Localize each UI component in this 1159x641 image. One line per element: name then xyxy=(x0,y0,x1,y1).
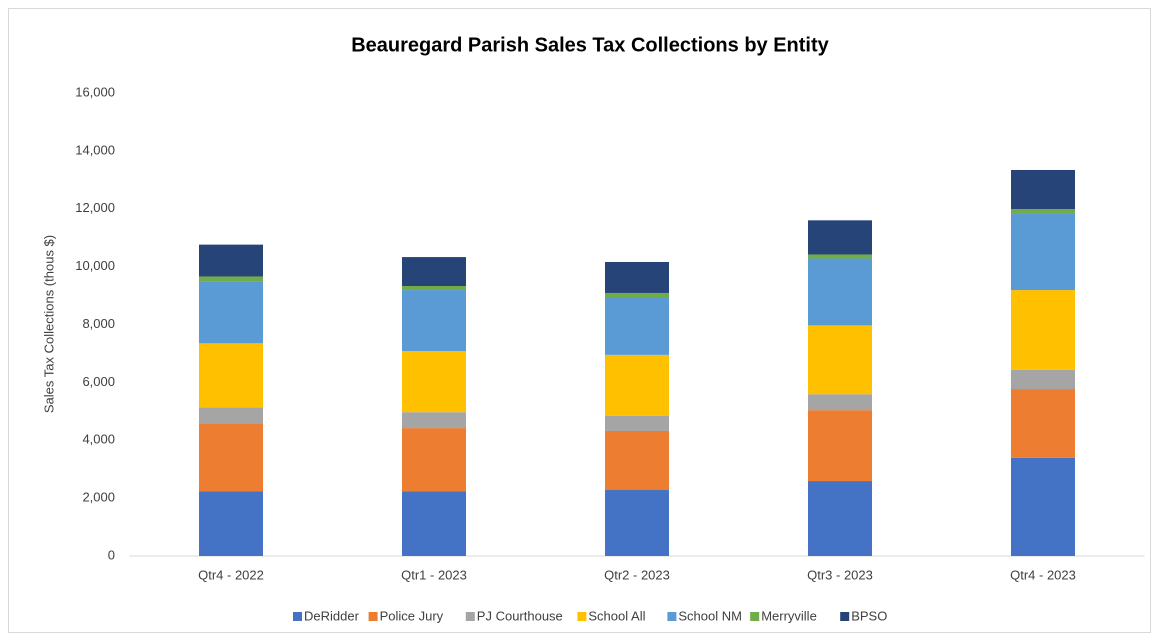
bar-segment xyxy=(199,423,263,492)
y-tick-label: 16,000 xyxy=(75,84,115,99)
x-tick-label: Qtr2 - 2023 xyxy=(604,567,670,582)
y-tick-label: 2,000 xyxy=(82,490,115,505)
legend-swatch xyxy=(750,612,760,621)
y-tick-label: 12,000 xyxy=(75,200,115,215)
bar-segment xyxy=(402,286,466,291)
legend-swatch xyxy=(577,612,587,621)
chart-title: Beauregard Parish Sales Tax Collections … xyxy=(351,34,829,56)
bar-segment xyxy=(199,281,263,344)
bar-segment xyxy=(402,491,466,556)
bar-segment xyxy=(1011,209,1075,214)
legend-label: BPSO xyxy=(851,608,887,623)
bar-segment xyxy=(199,244,263,277)
y-tick-label: 4,000 xyxy=(82,432,115,447)
y-tick-label: 8,000 xyxy=(82,316,115,331)
bar-segment xyxy=(808,410,872,482)
y-tick-label: 6,000 xyxy=(82,374,115,389)
bar-segment xyxy=(199,276,263,282)
legend-label: School NM xyxy=(678,608,742,623)
bar-segment xyxy=(605,261,669,293)
y-tick-label: 0 xyxy=(108,547,115,562)
legend-swatch xyxy=(840,612,850,621)
y-tick-label: 10,000 xyxy=(75,258,115,273)
bar-segment xyxy=(1011,369,1075,390)
x-tick-label: Qtr3 - 2023 xyxy=(807,567,873,582)
bar-segment xyxy=(402,257,466,287)
bar-segment xyxy=(808,258,872,326)
bar-segment xyxy=(808,394,872,411)
legend-label: School All xyxy=(588,608,645,623)
x-tick-label: Qtr4 - 2023 xyxy=(1010,567,1076,582)
bar-segment xyxy=(1011,213,1075,291)
bar-segment xyxy=(605,490,669,556)
y-tick-label: 14,000 xyxy=(75,142,115,157)
bar-segment xyxy=(402,290,466,352)
bar-segment xyxy=(808,254,872,259)
bar-segment xyxy=(808,481,872,556)
bar-segment xyxy=(1011,290,1075,370)
legend-swatch xyxy=(368,612,378,621)
bar-segment xyxy=(605,297,669,355)
legend-label: Police Jury xyxy=(380,608,444,623)
legend-label: DeRidder xyxy=(304,608,360,623)
bar-segment xyxy=(605,430,669,491)
bar-segment xyxy=(1011,169,1075,210)
bar-segment xyxy=(199,343,263,408)
y-axis-label: Sales Tax Collections (thous $) xyxy=(41,235,56,413)
x-tick-label: Qtr4 - 2022 xyxy=(198,567,264,582)
bar-segment xyxy=(402,412,466,429)
bar-segment xyxy=(1011,389,1075,458)
bar-segment xyxy=(605,354,669,416)
legend-label: PJ Courthouse xyxy=(477,608,563,623)
bar-segment xyxy=(199,491,263,556)
x-tick-label: Qtr1 - 2023 xyxy=(401,567,467,582)
bar-segment xyxy=(1011,457,1075,556)
bar-segment xyxy=(808,325,872,395)
legend-swatch xyxy=(667,612,677,621)
bar-segment xyxy=(605,415,669,431)
bar-segment xyxy=(402,351,466,413)
bar-segment xyxy=(402,428,466,492)
legend-swatch xyxy=(293,612,302,621)
bar-segment xyxy=(808,220,872,255)
legend-swatch xyxy=(465,612,475,621)
legend-label: Merryville xyxy=(761,608,817,623)
chart-border xyxy=(8,8,1151,633)
bar-segment xyxy=(199,407,263,424)
bar-segment xyxy=(605,292,669,298)
